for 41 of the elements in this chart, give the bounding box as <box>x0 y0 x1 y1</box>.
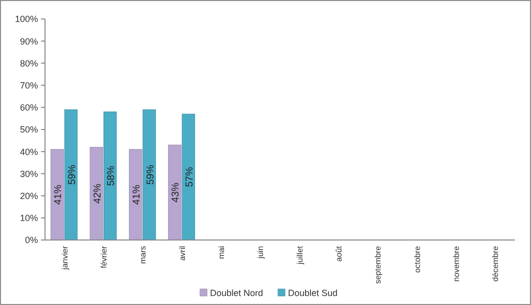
y-tick-label: 40% <box>20 146 38 157</box>
data-label: 59% <box>145 164 156 185</box>
legend-label: Doublet Nord <box>210 288 264 298</box>
data-label: 43% <box>170 182 182 202</box>
y-tick-label: 60% <box>20 102 38 113</box>
y-tick-label: 70% <box>20 80 38 90</box>
y-tick-label: 0% <box>24 235 38 246</box>
data-label: 57% <box>184 166 196 188</box>
y-tick-label: 90% <box>20 36 38 46</box>
data-label: 41% <box>53 184 64 205</box>
data-label: 59% <box>66 164 78 185</box>
x-tick-label: janvier <box>60 246 70 271</box>
x-tick-label: avril <box>178 246 187 261</box>
bar <box>90 146 103 240</box>
x-tick-label: novembre <box>452 245 462 282</box>
x-tick-label: mars <box>138 246 148 264</box>
x-tick-label: juin <box>256 246 266 260</box>
data-label: 42% <box>92 183 104 204</box>
y-tick-label: 30% <box>20 168 38 179</box>
legend-label: Doublet Sud <box>288 288 338 298</box>
bar <box>50 149 64 240</box>
y-tick-label: 100% <box>14 14 38 24</box>
bar <box>168 144 182 240</box>
x-tick-label: décembre <box>491 245 500 282</box>
x-tick-label: juillet <box>295 245 304 266</box>
y-tick-label: 10% <box>20 213 38 224</box>
bar <box>104 112 117 240</box>
x-tick-label: août <box>334 245 344 262</box>
x-tick-label: septembre <box>374 245 383 284</box>
y-tick-label: 80% <box>20 58 38 68</box>
x-tick-label: février <box>100 246 109 268</box>
data-label: 41% <box>132 184 143 205</box>
data-label: 58% <box>106 166 118 186</box>
x-tick-label: mai <box>217 246 226 259</box>
bar <box>64 109 78 240</box>
y-tick-label: 20% <box>20 190 38 201</box>
bar <box>182 114 196 240</box>
y-tick-label: 50% <box>20 124 38 135</box>
bar <box>142 109 156 240</box>
x-tick-label: octobre <box>412 245 422 273</box>
bar <box>128 149 142 240</box>
